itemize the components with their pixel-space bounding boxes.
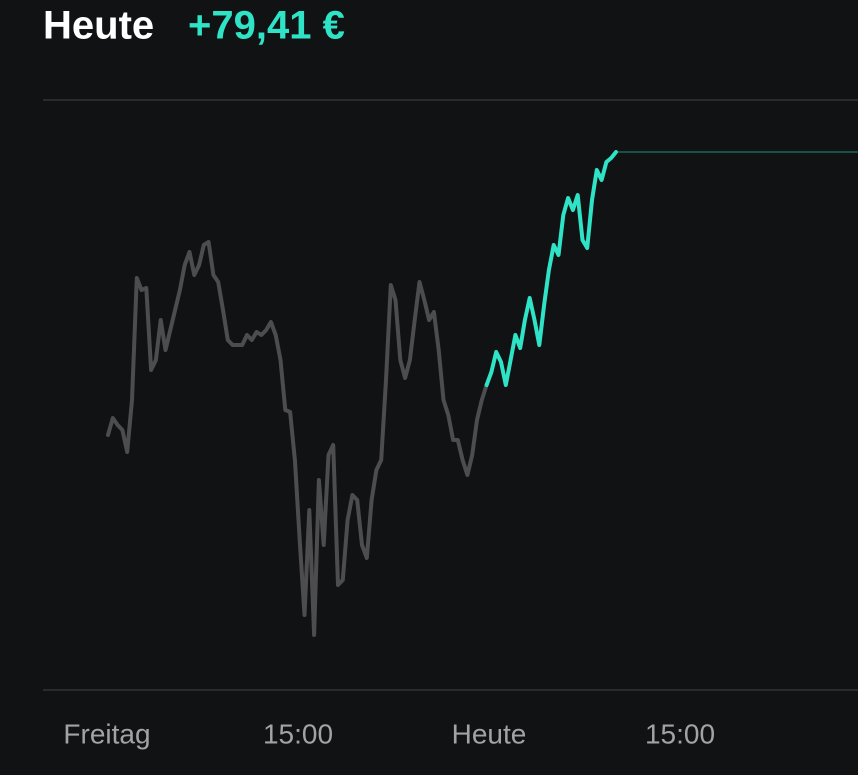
title: Heute xyxy=(43,4,154,48)
x-tick-label: Heute xyxy=(452,718,527,749)
price-line xyxy=(484,150,618,387)
change-value: +79,41 € xyxy=(188,4,345,48)
x-tick-label: 15:00 xyxy=(263,718,333,749)
x-tick-label: Freitag xyxy=(63,718,150,749)
x-tick-label: 15:00 xyxy=(645,718,715,749)
price-line xyxy=(106,240,489,637)
